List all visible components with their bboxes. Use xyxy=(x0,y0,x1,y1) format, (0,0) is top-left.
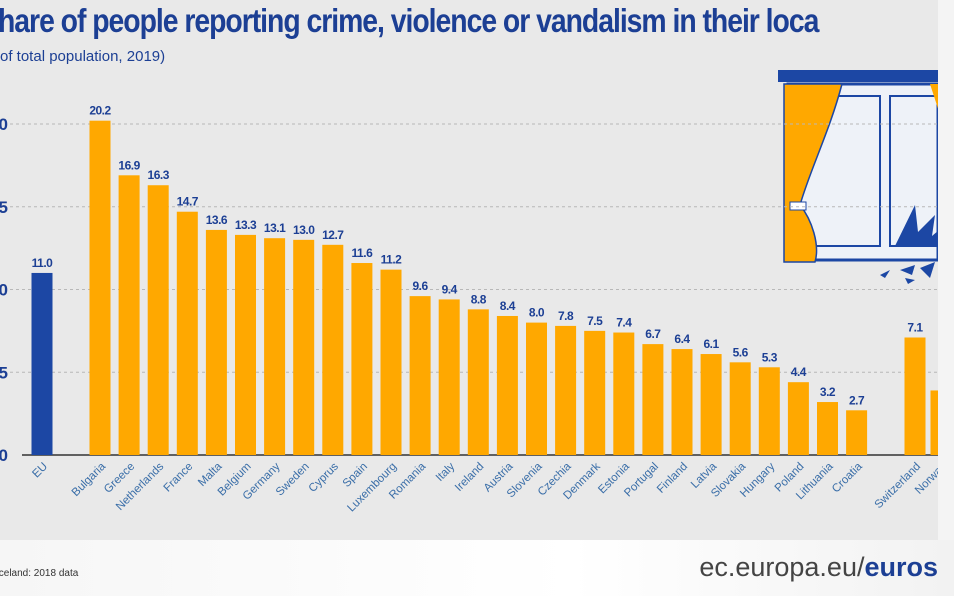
data-label: 13.6 xyxy=(206,213,228,227)
bar-luxembourg xyxy=(380,269,402,455)
bar-finland xyxy=(671,349,693,455)
x-tick-label: Cyprus xyxy=(307,460,341,494)
data-label: 13.1 xyxy=(264,221,286,235)
data-label: 9.6 xyxy=(413,279,429,293)
chart-subtitle: of total population, 2019) xyxy=(0,48,166,65)
bar-spain xyxy=(351,263,373,455)
curtain-tie xyxy=(789,201,807,211)
data-label: 2.7 xyxy=(849,393,865,407)
bar-france xyxy=(176,211,198,455)
data-label: 8.4 xyxy=(500,299,516,313)
data-label: 20.2 xyxy=(89,104,111,118)
bar-latvia xyxy=(700,354,722,455)
bar-belgium xyxy=(235,234,256,455)
data-label: 8.8 xyxy=(471,292,487,306)
y-tick-label: 10 xyxy=(0,281,8,300)
data-label: 9.4 xyxy=(442,282,458,296)
bar-denmark xyxy=(584,330,606,455)
x-tick-label: Croatia xyxy=(830,460,865,495)
curtain-rod xyxy=(778,70,938,82)
x-tick-label: France xyxy=(162,461,196,495)
bar-italy xyxy=(438,299,460,455)
bar-sweden xyxy=(293,239,315,455)
bar-estonia xyxy=(613,332,635,455)
chart-title: hare of people reporting crime, violence… xyxy=(0,2,819,39)
data-label: 11.2 xyxy=(381,253,403,267)
data-label: 8.0 xyxy=(529,306,545,320)
data-label: 6.1 xyxy=(704,337,720,351)
curtain-left xyxy=(783,83,843,263)
data-label: 13.0 xyxy=(293,223,315,237)
bar-portugal xyxy=(642,344,664,455)
site-prefix: ec.europa.eu/ xyxy=(699,552,865,582)
bar-switzerland xyxy=(904,337,926,455)
footnote: Iceland: 2018 data xyxy=(0,568,79,579)
y-tick-label: 5 xyxy=(0,363,8,382)
data-label: 7.4 xyxy=(616,316,632,330)
data-label: 5.6 xyxy=(733,345,749,359)
bar-slovakia xyxy=(729,362,751,455)
bar-netherlands xyxy=(147,185,169,456)
source-link[interactable]: ec.europa.eu/euros xyxy=(699,552,938,583)
data-label: 11.6 xyxy=(352,246,374,260)
y-tick-label: 20 xyxy=(0,115,8,134)
footer xyxy=(0,540,954,596)
data-label: 16.3 xyxy=(148,168,170,182)
data-label: 13.3 xyxy=(235,218,257,232)
data-label: 6.4 xyxy=(674,332,690,346)
data-label: 6.7 xyxy=(645,327,661,341)
bar-bulgaria xyxy=(89,120,111,455)
x-tick-label: Finland xyxy=(655,461,690,496)
bar-austria xyxy=(496,315,518,455)
data-label: 7.1 xyxy=(907,320,923,334)
bar-ireland xyxy=(467,309,489,455)
x-tick-label: Italy xyxy=(434,460,458,484)
glass-shards xyxy=(880,262,935,284)
bar-hungary xyxy=(758,367,780,455)
data-label: 5.3 xyxy=(762,350,778,364)
bar-greece xyxy=(118,175,140,455)
bar-croatia xyxy=(846,410,868,455)
bar-chart: 0510152011.0EU20.2Bulgaria16.9Greece16.3… xyxy=(0,70,938,514)
chart-area: 0510152011.0EU20.2Bulgaria16.9Greece16.3… xyxy=(0,0,938,540)
data-label: 3.2 xyxy=(820,385,836,399)
bar-lithuania xyxy=(817,402,838,455)
x-tick-label: EU xyxy=(30,461,50,481)
bar-slovenia xyxy=(526,322,547,455)
bar-norway xyxy=(930,390,938,455)
bar-eu xyxy=(31,272,53,455)
data-label: 16.9 xyxy=(118,158,140,172)
data-label: 4.4 xyxy=(791,365,807,379)
bar-romania xyxy=(409,296,431,455)
data-label: 7.5 xyxy=(587,314,603,328)
bar-poland xyxy=(787,382,809,455)
bar-malta xyxy=(205,229,227,455)
y-tick-label: 0 xyxy=(0,446,8,465)
x-tick-label: Bulgaria xyxy=(70,460,109,499)
bar-germany xyxy=(264,238,286,455)
x-tick-label: Ireland xyxy=(453,461,486,494)
data-label: 12.7 xyxy=(322,228,344,242)
data-label: 7.8 xyxy=(558,309,574,323)
bar-czechia xyxy=(555,325,577,455)
data-label: 11.0 xyxy=(32,256,54,270)
glass-break xyxy=(895,205,938,246)
y-tick-label: 15 xyxy=(0,198,8,217)
broken-window-icon xyxy=(778,70,938,284)
bar-cyprus xyxy=(322,244,344,455)
data-label: 14.7 xyxy=(177,195,199,209)
curtain-right xyxy=(930,84,938,109)
site-bold: euros xyxy=(864,552,938,582)
